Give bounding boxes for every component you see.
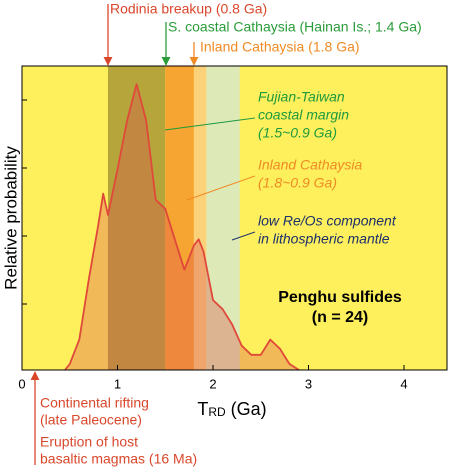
x-label-main: T: [197, 399, 208, 419]
inner-annotation: (1.5~0.9 Ga): [258, 125, 337, 141]
bottom-annotation: basaltic magmas (16 Ma): [40, 451, 197, 467]
leader-line: [186, 175, 256, 201]
x-label-unit: (Ga): [226, 399, 267, 419]
sample-label: (n = 24): [312, 309, 368, 326]
x-tick-label: 4: [400, 376, 407, 391]
age-band: [107, 66, 166, 370]
age-band: [165, 66, 194, 370]
sample-label: Penghu sulfides: [278, 289, 402, 306]
inner-annotation: in lithospheric mantle: [258, 231, 390, 247]
plot-area: [21, 65, 448, 371]
x-tick-label: 3: [305, 376, 312, 391]
inner-annotation: low Re/Os component: [258, 213, 397, 229]
x-axis-label: TRD (Ga): [197, 399, 266, 419]
x-tick-label: 2: [209, 376, 216, 391]
inner-annotation: Inland Cathaysia: [258, 157, 363, 173]
bottom-annotation: Continental rifting: [40, 395, 149, 411]
y-axis-label: Relative probability: [1, 146, 20, 290]
x-tick-label: 1: [114, 376, 121, 391]
top-annotation: Rodinia breakup (0.8 Ga): [110, 1, 267, 17]
leader-line: [231, 231, 256, 241]
x-tick-label: 0: [18, 376, 25, 391]
age-band: [193, 66, 207, 370]
plot-frame: [21, 65, 448, 371]
inner-annotation: (1.8~0.9 Ga): [258, 175, 337, 191]
bottom-annotation: (late Paleocene): [40, 412, 142, 428]
age-band: [206, 66, 240, 370]
bottom-annotation: Eruption of host: [40, 434, 138, 450]
inner-annotation: Fujian-Taiwan: [258, 89, 345, 105]
top-annotation: S. coastal Cathaysia (Hainan Is.; 1.4 Ga…: [168, 19, 422, 35]
density-line: [64, 83, 300, 371]
top-annotation: Inland Cathaysia (1.8 Ga): [200, 39, 360, 55]
inner-annotation: coastal margin: [258, 107, 349, 123]
leader-line: [164, 117, 256, 131]
area-fill: [64, 84, 299, 370]
x-label-sub: RD: [208, 405, 226, 419]
